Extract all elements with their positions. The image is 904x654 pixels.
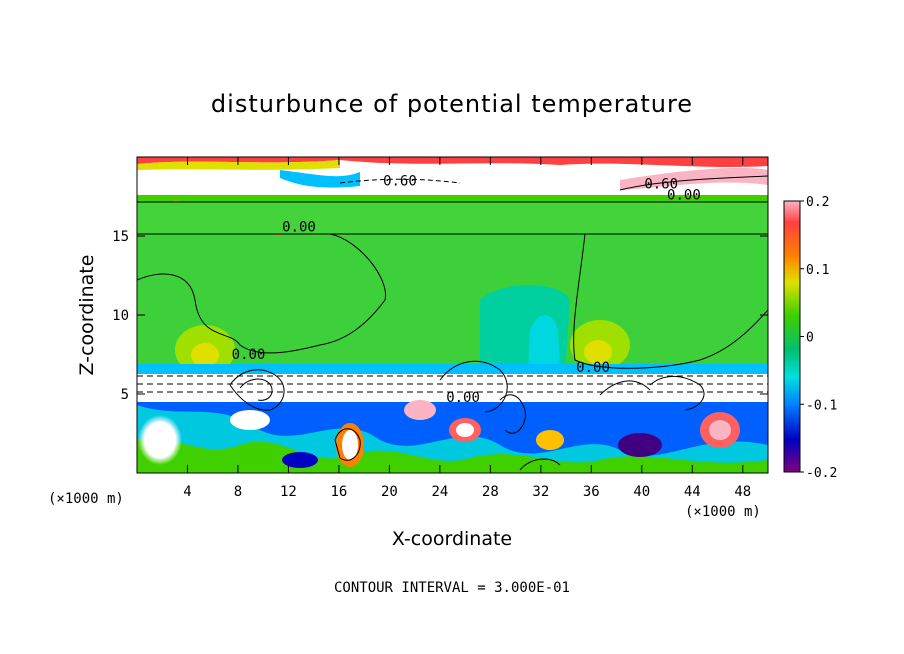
y-tick-label: 5 bbox=[121, 387, 129, 403]
contour-label: 0.00 bbox=[667, 188, 701, 204]
x-tick-label: 44 bbox=[684, 484, 701, 500]
chart-title: disturbunce of potential temperature bbox=[211, 90, 693, 118]
field-lower-blob-3 bbox=[342, 430, 358, 460]
x-tick-label: 4 bbox=[183, 484, 191, 500]
field-top-green-strip bbox=[137, 195, 768, 202]
field-interface-white bbox=[137, 374, 768, 402]
x-tick-label: 8 bbox=[234, 484, 242, 500]
field-cyan-core bbox=[528, 315, 560, 372]
colorbar-tick-label: 0.1 bbox=[806, 263, 829, 278]
contour-label: 0.00 bbox=[576, 360, 610, 376]
y-tick-label: 15 bbox=[112, 229, 129, 245]
field-yellow-right-core bbox=[584, 340, 612, 364]
y-axis: 5 10 15 bbox=[112, 229, 768, 403]
field-lower-blob-11 bbox=[404, 400, 436, 420]
colorbar-tick-label: -0.1 bbox=[806, 398, 837, 413]
field-top-red bbox=[137, 157, 768, 167]
field-yellow-left-core bbox=[191, 343, 219, 367]
field-top-right-red bbox=[620, 168, 768, 190]
field-lower-blob-9 bbox=[282, 452, 318, 468]
x-unit-right: (×1000 m) bbox=[685, 504, 761, 520]
field-lower-blob-7 bbox=[709, 420, 731, 440]
field-upper-green bbox=[137, 202, 768, 234]
field-lower-blob-8 bbox=[618, 433, 662, 457]
x-tick-label: 32 bbox=[532, 484, 549, 500]
y-tick-label: 10 bbox=[112, 308, 129, 324]
contour-label: 0.00 bbox=[446, 390, 480, 406]
field-lower-blob-12 bbox=[230, 410, 270, 430]
x-tick-label: 12 bbox=[280, 484, 297, 500]
field-lower-blob-10 bbox=[536, 430, 564, 450]
contour-label: 0.00 bbox=[232, 347, 266, 363]
contour-labels: 0.60 0.600.000.000.000.000.00 bbox=[232, 173, 701, 405]
x-axis: 4 8 12 16 20 24 28 32 36 40 44 48 bbox=[183, 157, 751, 500]
x-tick-label: 36 bbox=[583, 484, 600, 500]
x-tick-label: 20 bbox=[381, 484, 398, 500]
x-tick-label: 28 bbox=[482, 484, 499, 500]
field-interface-cyan bbox=[137, 364, 768, 374]
contour-label: 0.00 bbox=[282, 219, 316, 235]
field-lower-blob-5 bbox=[456, 423, 474, 437]
colorbar bbox=[783, 200, 801, 473]
contour-label: 0.60 bbox=[383, 173, 417, 189]
x-tick-label: 24 bbox=[431, 484, 448, 500]
x-tick-label: 16 bbox=[330, 484, 347, 500]
plot-area bbox=[137, 157, 768, 473]
colorbar-tick-label: 0 bbox=[806, 331, 814, 346]
colorbar-tick-label: 0.2 bbox=[806, 195, 829, 210]
colorbar-ticks: 0.2 0.1 0 -0.1 -0.2 bbox=[800, 195, 837, 481]
x-axis-label: X-coordinate bbox=[392, 528, 512, 550]
x-tick-label: 48 bbox=[734, 484, 751, 500]
x-unit-left: (×1000 m) bbox=[48, 491, 124, 507]
y-axis-label: Z-coordinate bbox=[76, 255, 98, 376]
contours bbox=[137, 175, 768, 471]
x-tick-label: 40 bbox=[633, 484, 650, 500]
field-top-cyan bbox=[280, 170, 360, 188]
colorbar-tick-label: -0.2 bbox=[806, 466, 837, 481]
contour-label: 0.60 bbox=[644, 177, 678, 193]
field-lower-blob-1 bbox=[138, 415, 182, 465]
contour-interval: CONTOUR INTERVAL = 3.000E-01 bbox=[334, 580, 570, 596]
